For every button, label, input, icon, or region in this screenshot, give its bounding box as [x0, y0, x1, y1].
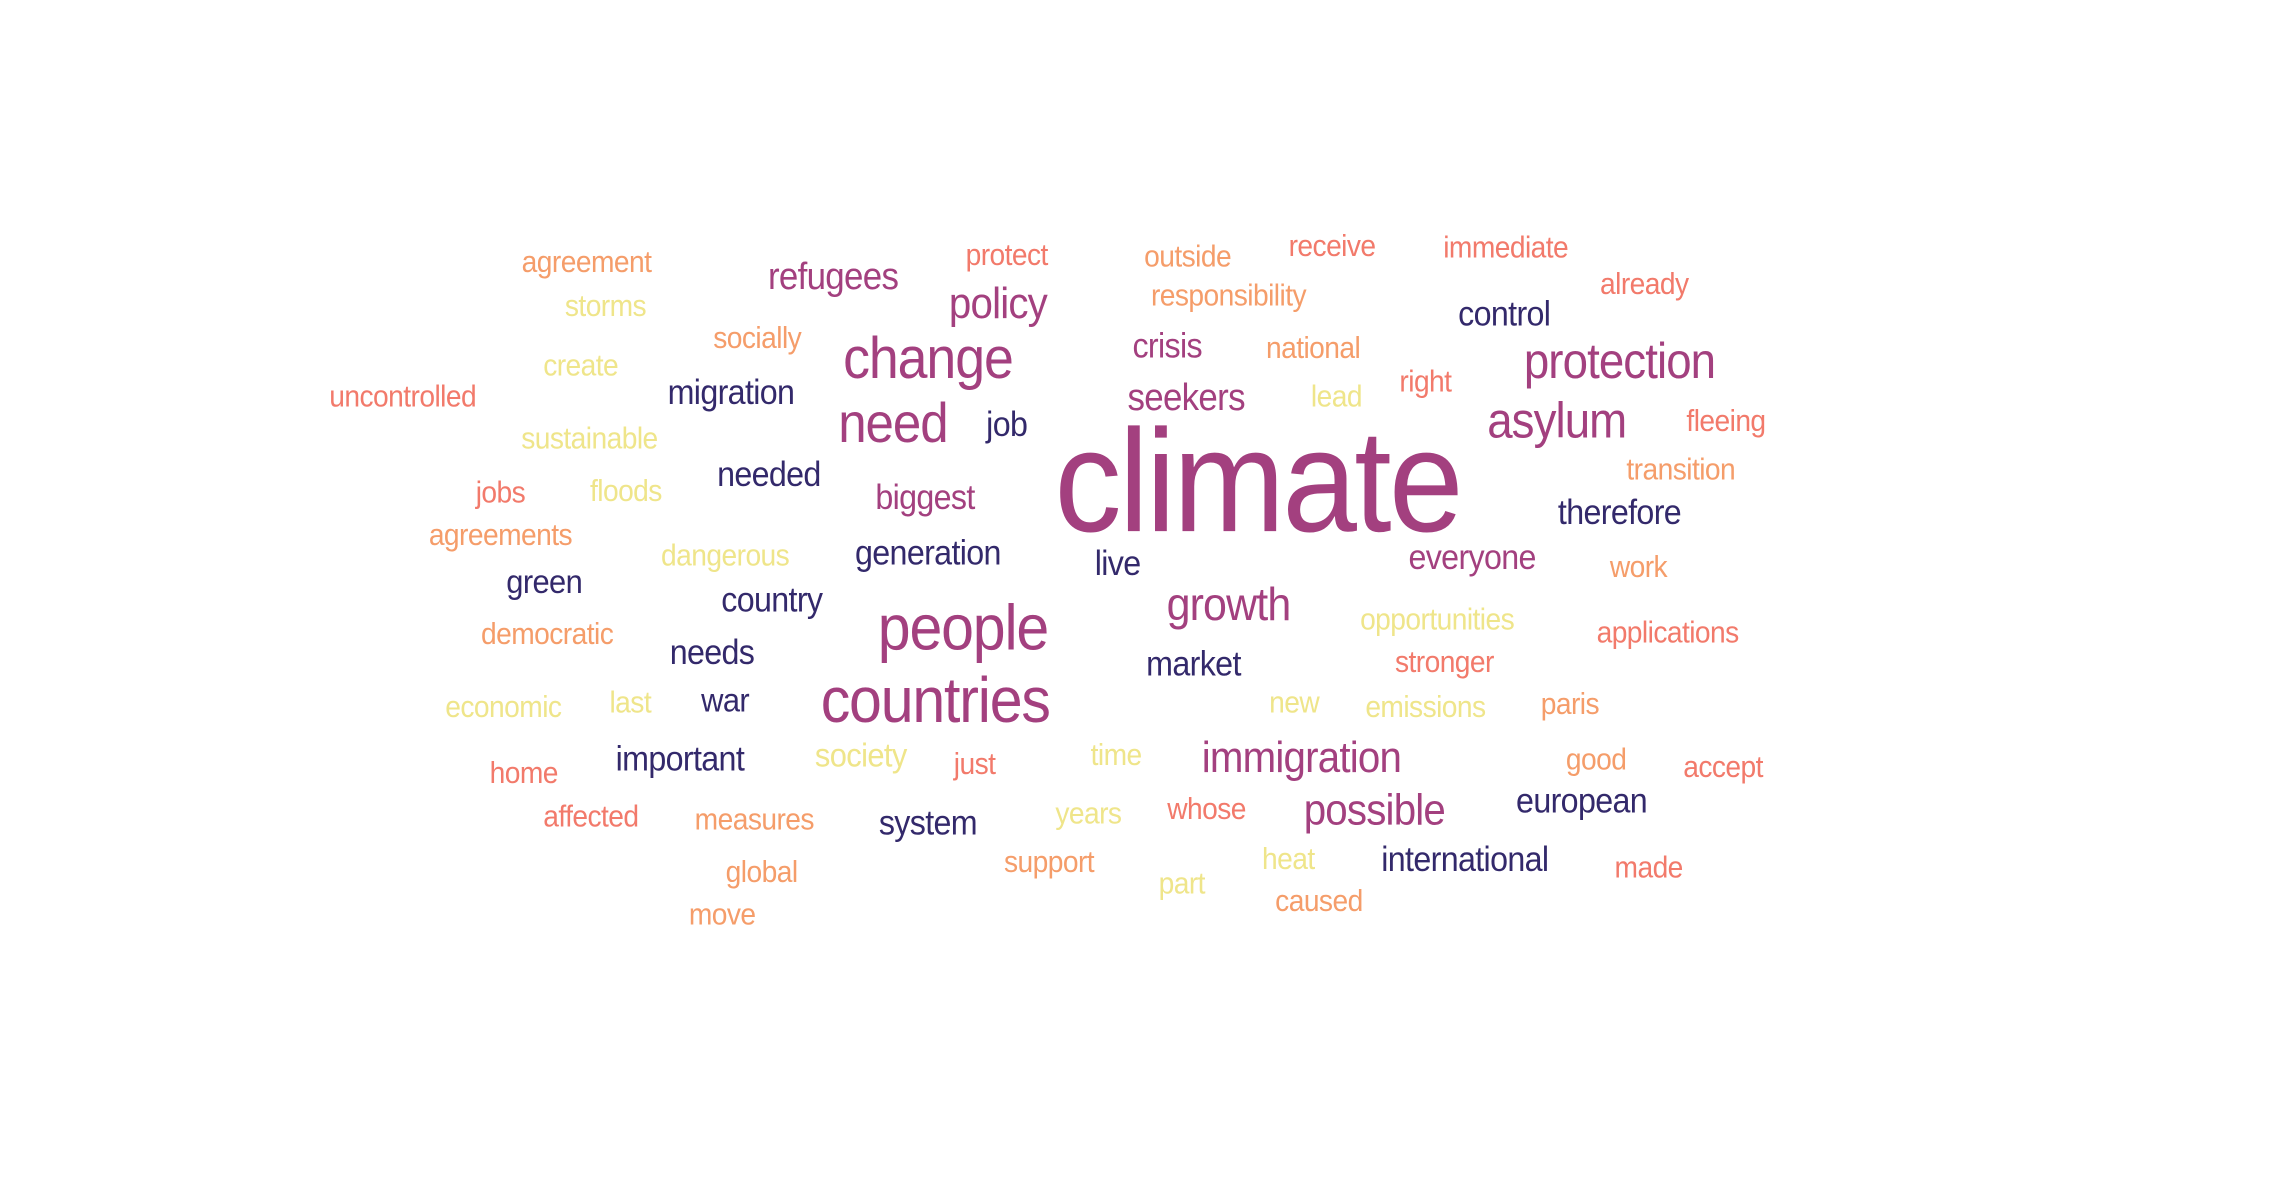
word-uncontrolled: uncontrolled [329, 380, 477, 414]
word-emissions: emissions [1365, 690, 1486, 725]
word-years: years [1055, 797, 1122, 831]
word-democratic: democratic [481, 617, 614, 652]
word-create: create [543, 349, 619, 383]
word-part: part [1158, 867, 1206, 901]
word-change: change [843, 326, 1014, 392]
word-agreement: agreement [521, 245, 652, 280]
word-applications: applications [1596, 616, 1740, 650]
word-immediate: immediate [1443, 231, 1569, 265]
word-everyone: everyone [1408, 538, 1536, 578]
word-live: live [1094, 544, 1141, 584]
word-agreements: agreements [428, 518, 573, 553]
word-socially: socially [713, 321, 802, 356]
word-home: home [489, 756, 559, 791]
word-made: made [1614, 851, 1684, 885]
word-possible: possible [1303, 786, 1446, 835]
word-system: system [878, 803, 978, 844]
word-immigration: immigration [1201, 733, 1402, 783]
word-floods: floods [589, 474, 662, 509]
word-lead: lead [1310, 380, 1363, 414]
word-control: control [1458, 294, 1551, 335]
word-green: green [506, 562, 583, 601]
word-migration: migration [667, 373, 795, 413]
word-new: new [1269, 686, 1320, 721]
word-fleeing: fleeing [1686, 404, 1766, 439]
word-therefore: therefore [1557, 493, 1682, 533]
word-national: national [1265, 331, 1361, 366]
word-opportunities: opportunities [1360, 603, 1515, 637]
word-storms: storms [564, 289, 647, 324]
word-policy: policy [948, 280, 1048, 329]
word-affected: affected [543, 800, 639, 834]
word-paris: paris [1540, 687, 1600, 722]
word-seekers: seekers [1127, 374, 1246, 419]
word-crisis: crisis [1132, 326, 1202, 367]
word-need: need [838, 393, 948, 456]
word-transition: transition [1626, 453, 1736, 487]
word-time: time [1090, 738, 1143, 773]
word-last: last [609, 686, 652, 721]
word-caused: caused [1275, 884, 1363, 919]
word-good: good [1565, 743, 1627, 777]
word-outside: outside [1144, 240, 1232, 274]
word-protect: protect [965, 238, 1049, 273]
word-asylum: asylum [1487, 393, 1627, 450]
word-right: right [1399, 365, 1452, 400]
word-dangerous: dangerous [661, 539, 790, 573]
word-work: work [1609, 550, 1668, 585]
word-society: society [814, 736, 907, 774]
word-heat: heat [1261, 842, 1315, 877]
word-move: move [688, 898, 756, 932]
word-people: people [877, 592, 1049, 664]
word-needed: needed [717, 455, 821, 495]
word-country: country [721, 580, 823, 621]
word-biggest: biggest [875, 478, 975, 518]
word-climate: climate [1054, 399, 1463, 564]
word-receive: receive [1288, 229, 1376, 264]
word-stronger: stronger [1394, 645, 1494, 680]
word-european: european [1516, 782, 1648, 822]
word-sustainable: sustainable [521, 422, 658, 456]
word-job: job [986, 405, 1028, 445]
word-growth: growth [1166, 577, 1292, 631]
word-already: already [1600, 267, 1689, 302]
word-global: global [725, 855, 798, 890]
word-jobs: jobs [475, 476, 526, 510]
word-economic: economic [445, 690, 562, 725]
word-support: support [1003, 845, 1095, 880]
word-war: war [701, 680, 750, 719]
word-refugees: refugees [767, 253, 899, 298]
word-responsibility: responsibility [1150, 279, 1307, 313]
word-measures: measures [694, 803, 815, 837]
word-market: market [1146, 644, 1241, 685]
word-accept: accept [1683, 750, 1763, 785]
word-important: important [615, 739, 745, 780]
word-protection: protection [1523, 334, 1716, 390]
word-countries: countries [820, 665, 1051, 737]
word-international: international [1381, 840, 1549, 880]
word-generation: generation [855, 533, 1001, 574]
word-whose: whose [1167, 792, 1246, 827]
word-needs: needs [669, 633, 755, 673]
word-just: just [953, 747, 996, 782]
